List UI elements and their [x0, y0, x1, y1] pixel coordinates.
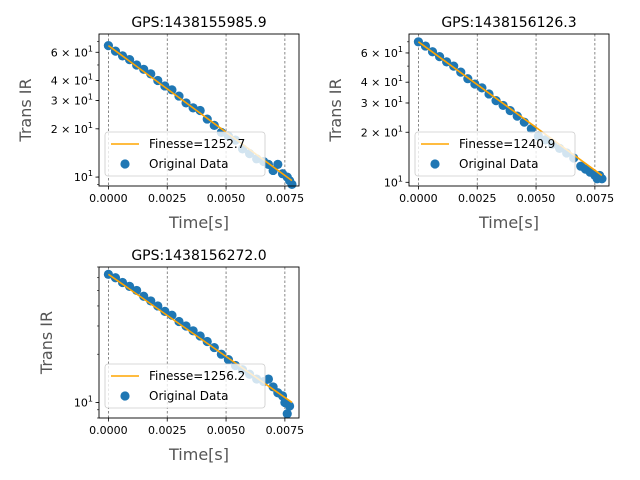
legend-box: [414, 131, 576, 177]
chart-title: GPS:1438156272.0: [131, 248, 266, 264]
x-tick-label: 0.0050: [207, 424, 246, 437]
data-point: [139, 64, 149, 74]
x-tick-label: 0.0000: [89, 424, 128, 437]
data-point: [505, 105, 515, 116]
y-tick-label: 2 × 101: [51, 121, 93, 136]
y-tick-label: 3 × 101: [361, 95, 403, 110]
x-tick-label: 0.0025: [148, 424, 187, 437]
data-point: [181, 321, 191, 331]
x-tick-label: 0.0025: [148, 192, 187, 205]
legend-label-data: Original Data: [149, 157, 228, 171]
legend: Finesse=1256.2 Original Data: [104, 363, 266, 409]
data-point: [153, 301, 163, 311]
y-tick-label: 3 × 101: [51, 93, 93, 108]
y-axis-label: Trans IR: [16, 78, 35, 142]
data-point: [512, 111, 522, 121]
legend-label-data: Original Data: [149, 389, 228, 403]
axes-frame: [98, 33, 300, 187]
data-point: [498, 100, 508, 111]
axes-frame: [98, 266, 300, 419]
data-point: [167, 85, 177, 95]
x-axis-label: Time[s]: [168, 213, 229, 232]
y-axis-label: Trans IR: [326, 78, 345, 142]
chart-panel-1: 0.0000 0.0025 0.0050 0.0075 101 2 × 101 3 × 10…: [16, 15, 304, 232]
legend-box: [104, 131, 266, 177]
chart-title: GPS:1438155985.9: [131, 15, 266, 31]
y-tick-label: 4 × 101: [361, 74, 403, 89]
data-point: [202, 336, 212, 347]
data-point: [195, 331, 205, 341]
x-tick-label: 0.0025: [458, 192, 497, 205]
data-point: [273, 159, 283, 169]
y-tick-label: 101: [74, 169, 93, 184]
data-point: [195, 105, 205, 116]
data-point: [124, 281, 135, 291]
data-point: [282, 409, 292, 419]
data-point: [491, 96, 501, 106]
legend-marker-swatch: [120, 391, 130, 401]
x-tick-label: 0.0075: [266, 192, 305, 205]
x-axis-label: Time[s]: [478, 213, 539, 232]
x-tick-label: 0.0075: [266, 424, 305, 437]
y-tick-label: 101: [74, 394, 93, 409]
chart-panel-3: 0.0000 0.0025 0.0050 0.0075 101 GPS:143815627…: [37, 248, 304, 464]
x-tick-label: 0.0075: [576, 192, 615, 205]
y-tick-label: 6 × 101: [51, 44, 93, 59]
chart-panel-2: 0.0000 0.0025 0.0050 0.0075 101 2 × 101 3 × 10…: [326, 15, 614, 232]
x-tick-label: 0.0000: [399, 192, 438, 205]
x-axis-label: Time[s]: [168, 445, 229, 464]
data-point: [174, 316, 184, 327]
legend-label-fit: Finesse=1256.2: [149, 369, 245, 383]
legend: Finesse=1240.9 Original Data: [414, 131, 576, 177]
y-tick-label: 2 × 101: [361, 124, 403, 139]
x-tick-label: 0.0050: [517, 192, 556, 205]
data-point: [160, 306, 170, 316]
legend-marker-swatch: [120, 159, 130, 169]
axes-frame: [408, 33, 610, 187]
legend-label-data: Original Data: [459, 157, 538, 171]
y-tick-label: 6 × 101: [361, 45, 403, 60]
data-point: [188, 326, 198, 336]
legend-label-fit: Finesse=1240.9: [459, 137, 555, 151]
data-point: [209, 120, 219, 131]
x-tick-label: 0.0050: [207, 192, 246, 205]
x-tick-label: 0.0000: [89, 192, 128, 205]
y-tick-label: 4 × 101: [51, 73, 93, 88]
legend-box: [104, 363, 266, 409]
data-point: [146, 69, 156, 79]
legend: Finesse=1252.7 Original Data: [104, 131, 266, 177]
data-point: [139, 291, 149, 301]
data-point: [287, 179, 297, 190]
data-point: [124, 55, 135, 65]
data-point: [284, 401, 295, 411]
chart-title: GPS:1438156126.3: [441, 15, 576, 31]
data-point: [263, 374, 274, 384]
data-point: [597, 174, 607, 184]
legend-marker-swatch: [430, 159, 440, 169]
y-axis-label: Trans IR: [37, 311, 56, 375]
y-tick-label: 101: [384, 174, 403, 189]
legend-label-fit: Finesse=1252.7: [149, 137, 245, 151]
